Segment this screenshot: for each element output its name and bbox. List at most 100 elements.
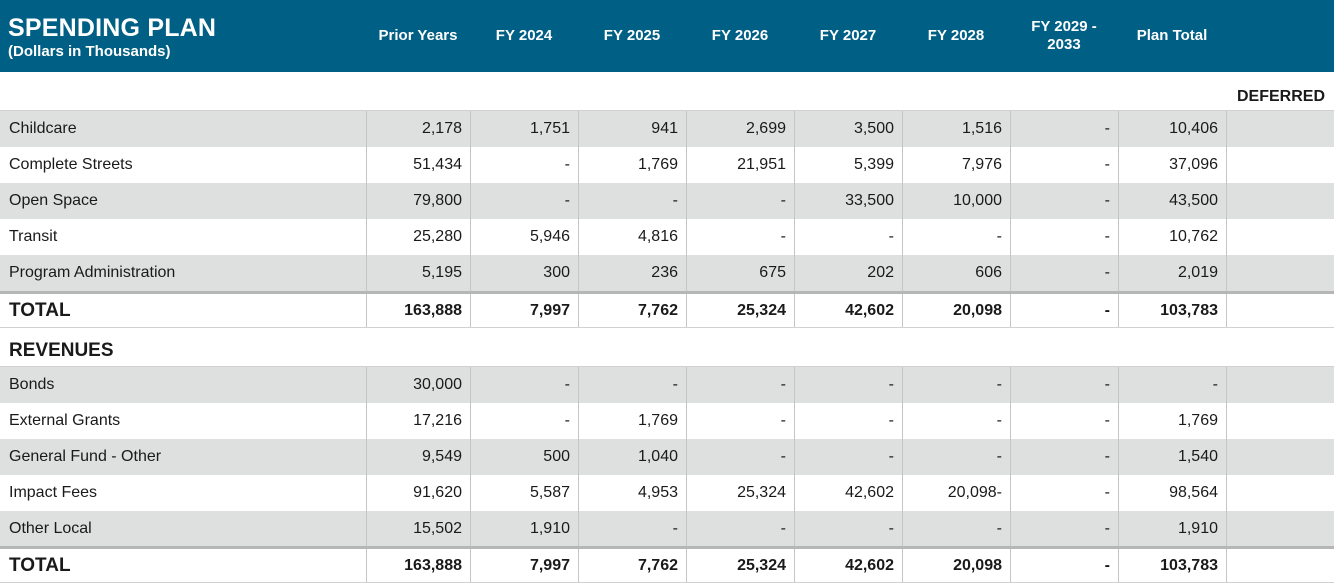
table-cell: - (794, 367, 902, 403)
table-cell: - (686, 511, 794, 547)
table-cell: 1,751 (470, 111, 578, 147)
table-cell: - (1010, 511, 1118, 547)
table-cell: - (1010, 439, 1118, 475)
table-cell: 10,406 (1118, 111, 1226, 147)
table-cell: 7,997 (470, 549, 578, 582)
row-label: Other Local (9, 520, 92, 537)
table-cell: 163,888 (366, 294, 470, 327)
column-header: Plan Total (1136, 27, 1208, 44)
table-cell: - (470, 367, 578, 403)
table-cell: 103,783 (1118, 294, 1226, 327)
column-header: FY 2029 - 2033 (1031, 18, 1097, 53)
table-row: Bonds 30,000- - - - - - - (0, 367, 1334, 403)
table-row: Open Space 79,800- - -33,500 10,000-43,500 (0, 183, 1334, 219)
table-cell (1226, 294, 1334, 327)
table-cell (1226, 147, 1334, 183)
table-cell: - (794, 219, 902, 255)
table-header: SPENDING PLAN (Dollars in Thousands) Pri… (0, 0, 1334, 72)
table-cell: 25,324 (686, 549, 794, 582)
page-subtitle: (Dollars in Thousands) (8, 43, 171, 60)
table-row: Impact Fees 91,620 5,587 4,953 25,324 42,602 2… (0, 475, 1334, 511)
table-cell (1226, 367, 1334, 403)
table-cell: - (686, 403, 794, 439)
table-row: Other Local 15,502 1,910- - - - -1,910 (0, 511, 1334, 547)
row-divider (0, 110, 1334, 111)
table-cell: 5,195 (366, 255, 470, 291)
table-cell: 2,019 (1118, 255, 1226, 291)
table-cell: 42,602 (794, 475, 902, 511)
table-cell: - (578, 367, 686, 403)
column-header: FY 2027 (819, 27, 877, 44)
table-cell: - (1010, 549, 1118, 582)
row-label: Program Administration (9, 264, 176, 281)
row-label: Complete Streets (9, 156, 133, 173)
table-cell: 1,769 (1118, 403, 1226, 439)
table-cell: - (470, 183, 578, 219)
table-cell: - (794, 439, 902, 475)
table-cell: 25,324 (686, 475, 794, 511)
table-row: Complete Streets 51,434-1,769 21,951 5,399 7… (0, 147, 1334, 183)
table-cell: 2,699 (686, 111, 794, 147)
table-cell: 4,816 (578, 219, 686, 255)
table-cell: 5,946 (470, 219, 578, 255)
table-cell: - (902, 219, 1010, 255)
table-cell (1226, 219, 1334, 255)
table-cell: 3,500 (794, 111, 902, 147)
table-cell: 236 (578, 255, 686, 291)
table-cell: 7,976 (902, 147, 1010, 183)
table-cell: 25,324 (686, 294, 794, 327)
table-cell (1226, 255, 1334, 291)
table-cell: 1,769 (578, 147, 686, 183)
table-cell (1226, 475, 1334, 511)
row-label: General Fund - Other (9, 448, 162, 465)
table-cell (1226, 111, 1334, 147)
table-cell: - (686, 367, 794, 403)
table-cell: - (470, 403, 578, 439)
table-cell: 5,587 (470, 475, 578, 511)
table-cell: 163,888 (366, 549, 470, 582)
column-header: FY 2025 (603, 27, 661, 44)
table-cell: - (902, 367, 1010, 403)
table-cell: 21,951 (686, 147, 794, 183)
table-cell: - (1010, 475, 1118, 511)
table-cell: 9,549 (366, 439, 470, 475)
total-row: TOTAL 163,888 7,997 7,762 25,324 42,602 20,098… (0, 546, 1334, 582)
column-header: Prior Years (378, 27, 458, 44)
row-divider (0, 327, 1334, 328)
table-row: External Grants 17,216-1,769- - - -1,769 (0, 403, 1334, 439)
table-cell: 1,040 (578, 439, 686, 475)
table-cell: - (686, 183, 794, 219)
table-cell: 1,769 (578, 403, 686, 439)
table-cell: 30,000 (366, 367, 470, 403)
table-cell: - (1010, 255, 1118, 291)
column-header: FY 2028 (927, 27, 985, 44)
table-cell: - (1010, 147, 1118, 183)
table-cell: - (902, 403, 1010, 439)
row-label: TOTAL (9, 554, 71, 576)
table-cell: - (578, 183, 686, 219)
table-cell: 25,280 (366, 219, 470, 255)
table-cell: - (1010, 219, 1118, 255)
table-cell: - (1010, 183, 1118, 219)
row-divider (0, 582, 1334, 583)
table-cell (1226, 183, 1334, 219)
table-cell: 33,500 (794, 183, 902, 219)
table-row: Transit 25,280 5,946 4,816- - - -10,762 (0, 219, 1334, 255)
table-cell: 20,098 (902, 549, 1010, 582)
revenues-heading: REVENUES (9, 340, 114, 361)
table-cell: 17,216 (366, 403, 470, 439)
table-cell: 42,602 (794, 294, 902, 327)
table-cell: 42,602 (794, 549, 902, 582)
row-label: Childcare (9, 120, 77, 137)
column-header: FY 2026 (711, 27, 769, 44)
row-label: Impact Fees (9, 484, 98, 501)
table-cell: 98,564 (1118, 475, 1226, 511)
table-cell: 91,620 (366, 475, 470, 511)
deferred-label: DEFERRED (1236, 88, 1325, 105)
table-cell: 43,500 (1118, 183, 1226, 219)
table-cell (1226, 511, 1334, 547)
row-label: Open Space (9, 192, 98, 209)
table-row: Childcare 2,178 1,751 941 2,699 3,500 1,516-10… (0, 111, 1334, 147)
page-title: SPENDING PLAN (8, 14, 217, 42)
table-cell: 51,434 (366, 147, 470, 183)
